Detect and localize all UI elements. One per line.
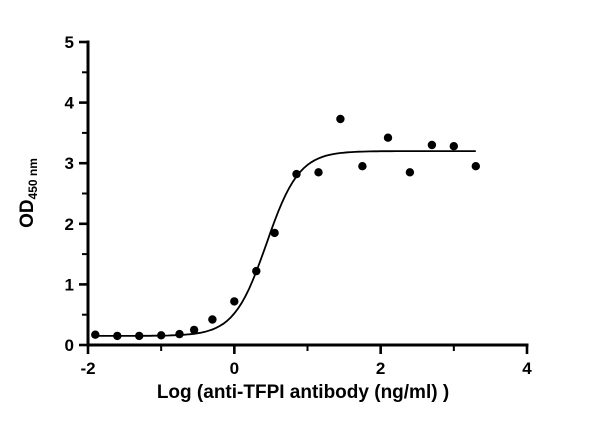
x-axis-label: Log (anti-TFPI antibody (ng/ml) ): [157, 382, 449, 403]
y-tick-label: 5: [65, 33, 74, 52]
x-tick-label: -2: [80, 359, 95, 378]
x-tick-label: 4: [522, 359, 532, 378]
data-point: [383, 133, 393, 142]
y-tick-label: 0: [65, 336, 74, 355]
data-point: [230, 297, 239, 306]
data-point: [208, 315, 217, 324]
y-tick-label: 4: [65, 94, 75, 113]
axes-frame: [86, 40, 529, 347]
y-axis-label-main: OD: [17, 199, 38, 228]
data-point: [314, 168, 323, 177]
y-tick-label: 2: [65, 215, 74, 234]
data-point: [157, 331, 166, 340]
data-point: [189, 325, 199, 335]
data-point: [427, 140, 437, 150]
data-point: [292, 169, 301, 179]
data-point: [405, 168, 415, 177]
data-point: [449, 142, 458, 151]
data-point: [358, 162, 367, 171]
x-tick-label: 2: [376, 359, 385, 378]
y-tick-label: 3: [65, 154, 74, 173]
data-point: [135, 331, 144, 341]
data-point: [113, 331, 122, 341]
data-point: [91, 330, 100, 339]
y-tick-label: 1: [65, 275, 74, 294]
data-point: [471, 162, 480, 171]
data-point: [336, 114, 345, 124]
y-axis-label: OD450 nm: [17, 158, 40, 228]
data-point: [252, 266, 261, 276]
fit-curve: [91, 150, 476, 337]
data-point: [270, 228, 279, 238]
data-point: [175, 329, 184, 339]
x-tick-label: 0: [230, 359, 239, 378]
plot-area: 0 1 2 3 4 5 -2 0 2 4: [65, 33, 533, 378]
y-axis-label-sub: 450 nm: [26, 158, 40, 199]
